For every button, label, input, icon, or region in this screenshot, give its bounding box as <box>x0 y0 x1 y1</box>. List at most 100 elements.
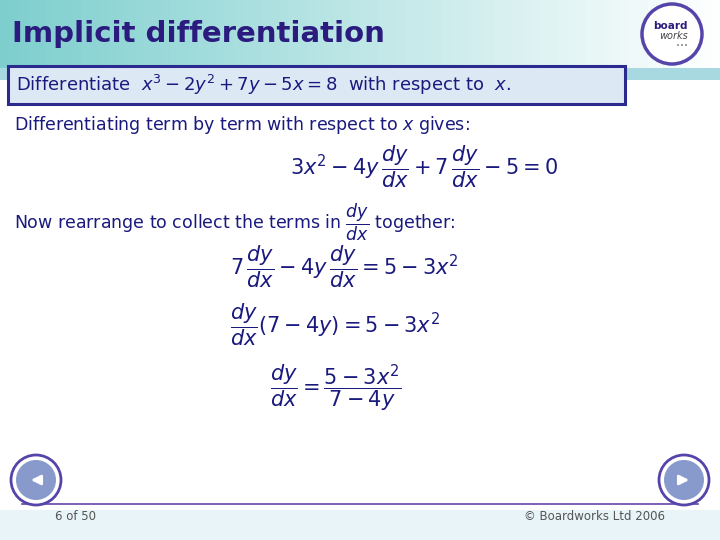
Bar <box>261 0 271 68</box>
Bar <box>558 0 568 68</box>
Bar <box>495 0 505 68</box>
Bar <box>144 0 154 68</box>
Bar <box>72 0 82 68</box>
Bar <box>693 0 703 68</box>
Bar <box>135 0 145 68</box>
Bar <box>612 0 622 68</box>
Bar <box>234 0 244 68</box>
Bar <box>315 0 325 68</box>
Bar <box>9 0 19 68</box>
Text: Differentiating term by term with respect to $x$ gives:: Differentiating term by term with respec… <box>14 114 469 136</box>
Bar <box>0 68 720 80</box>
Bar <box>0 80 720 510</box>
Bar <box>369 0 379 68</box>
Bar <box>342 0 352 68</box>
Bar <box>684 0 694 68</box>
Circle shape <box>664 460 704 500</box>
Bar <box>81 0 91 68</box>
Bar <box>585 0 595 68</box>
Bar <box>603 0 613 68</box>
Bar <box>198 0 208 68</box>
Bar <box>351 0 361 68</box>
Bar <box>675 0 685 68</box>
Bar <box>576 0 586 68</box>
Text: works: works <box>660 31 688 41</box>
Bar <box>252 0 262 68</box>
Bar <box>45 0 55 68</box>
Bar <box>243 0 253 68</box>
Text: © Boardworks Ltd 2006: © Boardworks Ltd 2006 <box>524 510 665 523</box>
Bar <box>297 0 307 68</box>
Bar <box>54 0 64 68</box>
Bar <box>378 0 388 68</box>
Text: •••: ••• <box>676 43 688 49</box>
Bar <box>630 0 640 68</box>
Bar <box>666 0 676 68</box>
Bar <box>387 0 397 68</box>
Bar <box>18 0 28 68</box>
Text: board: board <box>653 21 688 31</box>
Bar <box>153 0 163 68</box>
Bar <box>171 0 181 68</box>
Bar <box>396 0 406 68</box>
Circle shape <box>642 4 702 64</box>
Bar <box>477 0 487 68</box>
Bar <box>549 0 559 68</box>
Bar <box>324 0 334 68</box>
Bar <box>63 0 73 68</box>
Bar <box>702 0 712 68</box>
Bar <box>270 0 280 68</box>
Text: $7\,\dfrac{dy}{dx} - 4y\,\dfrac{dy}{dx} = 5 - 3x^2$: $7\,\dfrac{dy}{dx} - 4y\,\dfrac{dy}{dx} … <box>230 244 459 291</box>
Bar <box>486 0 496 68</box>
Bar <box>441 0 451 68</box>
Bar <box>594 0 604 68</box>
Bar <box>306 0 316 68</box>
Bar <box>126 0 136 68</box>
Bar <box>117 0 127 68</box>
Circle shape <box>16 460 56 500</box>
Bar <box>468 0 478 68</box>
Text: Now rearrange to collect the terms in $\dfrac{dy}{dx}$ together:: Now rearrange to collect the terms in $\… <box>14 201 456 242</box>
Bar <box>567 0 577 68</box>
Bar <box>180 0 190 68</box>
Text: $\dfrac{dy}{dx}(7 - 4y) = 5 - 3x^2$: $\dfrac{dy}{dx}(7 - 4y) = 5 - 3x^2$ <box>230 302 440 348</box>
Bar <box>657 0 667 68</box>
Bar <box>162 0 172 68</box>
Bar <box>423 0 433 68</box>
Text: Implicit differentiation: Implicit differentiation <box>12 20 385 48</box>
Bar <box>621 0 631 68</box>
Text: $3x^2 - 4y\,\dfrac{dy}{dx} + 7\,\dfrac{dy}{dx} - 5 = 0$: $3x^2 - 4y\,\dfrac{dy}{dx} + 7\,\dfrac{d… <box>290 144 558 190</box>
Bar <box>207 0 217 68</box>
Bar <box>522 0 532 68</box>
Bar <box>27 0 37 68</box>
Bar <box>90 0 100 68</box>
Bar <box>648 0 658 68</box>
Bar <box>432 0 442 68</box>
Text: $\dfrac{dy}{dx} = \dfrac{5 - 3x^2}{7 - 4y}$: $\dfrac{dy}{dx} = \dfrac{5 - 3x^2}{7 - 4… <box>270 362 401 414</box>
Bar <box>711 0 720 68</box>
Bar <box>279 0 289 68</box>
Bar <box>216 0 226 68</box>
Bar <box>36 0 46 68</box>
Bar <box>540 0 550 68</box>
Bar <box>189 0 199 68</box>
Bar <box>414 0 424 68</box>
FancyBboxPatch shape <box>8 66 625 104</box>
Bar <box>531 0 541 68</box>
Bar <box>450 0 460 68</box>
Bar <box>225 0 235 68</box>
Bar <box>288 0 298 68</box>
Bar <box>639 0 649 68</box>
Bar <box>405 0 415 68</box>
Bar <box>333 0 343 68</box>
Bar <box>504 0 514 68</box>
Circle shape <box>659 455 709 505</box>
Bar <box>99 0 109 68</box>
Bar <box>513 0 523 68</box>
Bar <box>459 0 469 68</box>
Bar <box>0 0 10 68</box>
Text: Differentiate  $x^3 - 2y^2 + 7y - 5x = 8$  with respect to  $x$.: Differentiate $x^3 - 2y^2 + 7y - 5x = 8$… <box>16 73 511 97</box>
Circle shape <box>11 455 61 505</box>
Bar <box>360 0 370 68</box>
Text: 6 of 50: 6 of 50 <box>55 510 96 523</box>
